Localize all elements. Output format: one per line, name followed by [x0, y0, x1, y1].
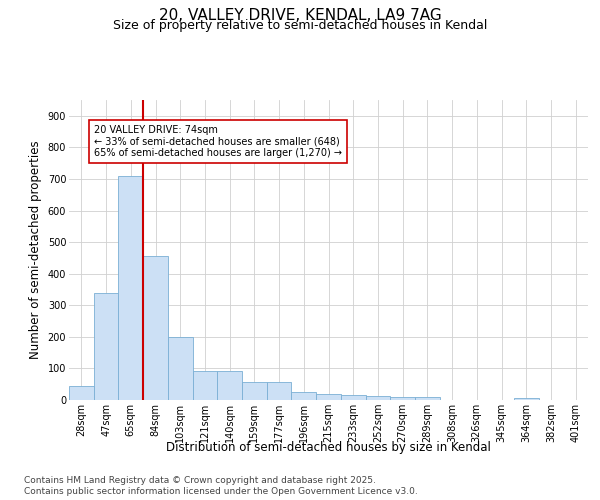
- Text: 20 VALLEY DRIVE: 74sqm
← 33% of semi-detached houses are smaller (648)
65% of se: 20 VALLEY DRIVE: 74sqm ← 33% of semi-det…: [94, 126, 342, 158]
- Bar: [365, 396, 390, 400]
- Bar: [217, 371, 242, 400]
- Bar: [118, 176, 143, 400]
- Bar: [94, 292, 118, 400]
- Text: Contains public sector information licensed under the Open Government Licence v3: Contains public sector information licen…: [24, 487, 418, 496]
- Bar: [69, 386, 94, 400]
- Text: Contains HM Land Registry data © Crown copyright and database right 2025.: Contains HM Land Registry data © Crown c…: [24, 476, 376, 485]
- Text: Size of property relative to semi-detached houses in Kendal: Size of property relative to semi-detach…: [113, 18, 487, 32]
- Bar: [415, 398, 440, 400]
- Bar: [316, 394, 341, 400]
- Text: 20, VALLEY DRIVE, KENDAL, LA9 7AG: 20, VALLEY DRIVE, KENDAL, LA9 7AG: [158, 8, 442, 22]
- Bar: [514, 398, 539, 400]
- Bar: [267, 382, 292, 400]
- Bar: [143, 256, 168, 400]
- Bar: [242, 382, 267, 400]
- Bar: [168, 337, 193, 400]
- Bar: [292, 392, 316, 400]
- Text: Distribution of semi-detached houses by size in Kendal: Distribution of semi-detached houses by …: [166, 441, 491, 454]
- Bar: [390, 397, 415, 400]
- Bar: [193, 371, 217, 400]
- Y-axis label: Number of semi-detached properties: Number of semi-detached properties: [29, 140, 42, 360]
- Bar: [341, 396, 365, 400]
